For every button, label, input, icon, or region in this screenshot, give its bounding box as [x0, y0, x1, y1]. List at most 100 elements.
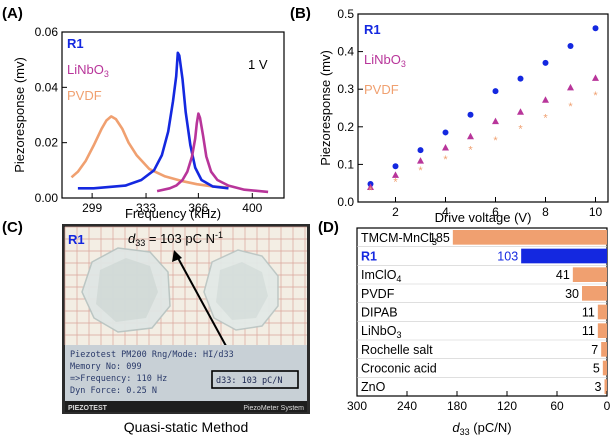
- chart-d-xtick-label: 120: [497, 399, 517, 413]
- chart-a-xtick-label: 299: [82, 201, 102, 215]
- chart-a-ytick-label: 0.00: [35, 191, 59, 205]
- chart-b-xlabel: Drive voltage (V): [435, 210, 532, 225]
- brand-right: PiezoMeter System: [243, 405, 304, 412]
- chart-b-point-linbo3: [542, 96, 549, 103]
- chart-d-category-label: Rochelle salt: [361, 343, 433, 357]
- chart-a-line-linbo3: [156, 112, 269, 194]
- chart-d-value-label: 41: [556, 268, 570, 282]
- chart-b-point-pvdf: *: [518, 124, 523, 136]
- chart-a-xtick-label: 400: [242, 201, 262, 215]
- chart-b-point-pvdf: *: [468, 144, 473, 156]
- brand-left: PIEZOTEST: [68, 405, 108, 412]
- chart-d-bar-rochelle-salt: [601, 342, 607, 357]
- crystal-r1-facet: [96, 258, 158, 322]
- annotation-arrowhead: [172, 250, 182, 262]
- chart-d-xtick-label: 180: [447, 399, 467, 413]
- chart-a: 299 333 366 400 0.00 0.02 0.04 0.06 Frequency (…: [12, 25, 285, 221]
- panel-label-c: (C): [2, 219, 23, 236]
- device-brand-strip: [65, 401, 307, 412]
- chart-a-xtick-label: 333: [136, 201, 156, 215]
- chart-d-category-label: PVDF: [361, 287, 395, 301]
- chart-b-point-r1: [392, 163, 399, 170]
- chart-b-point-linbo3: [467, 132, 474, 140]
- chart-d-category-label: R1: [361, 250, 377, 264]
- chart-d-value-label: 103: [497, 250, 518, 264]
- crystal-reference-facet: [216, 262, 268, 320]
- chart-b-point-linbo3: [367, 183, 374, 190]
- chart-a-legend-linbo3: LiNbO3: [67, 62, 109, 79]
- chart-d-value-label: 185: [429, 231, 450, 245]
- chart-d-category-label: DIPAB: [361, 306, 398, 320]
- panel-label-a: (A): [2, 5, 23, 22]
- chart-a-ytick-label: 0.06: [35, 25, 59, 39]
- chart-d-category-label: TMCM-MnCl3: [361, 231, 437, 247]
- chart-b-xtick-label: 6: [492, 205, 499, 219]
- lcd-highlight-box: [211, 370, 299, 389]
- chart-d-xlabel: d33 (pC/N): [452, 420, 511, 437]
- chart-a-line-pvdf: [70, 115, 229, 189]
- chart-b-frame: [357, 13, 609, 203]
- chart-b-ytick-label: 0.3: [337, 82, 354, 96]
- lcd-d33-readout: d33: 103 pC/N: [216, 376, 283, 386]
- chart-d-value-label: 11: [582, 306, 595, 320]
- chart-b-xtick-label: 2: [392, 205, 399, 219]
- piezometer-photo: R1 d33 = 103 pC N-1 Piezotest PM200 Rng/…: [62, 224, 310, 435]
- lcd-line-3: =>Frequency: 110 Hz: [70, 374, 167, 384]
- chart-b-point-linbo3: [492, 117, 499, 125]
- chart-a-line-r1: [77, 51, 229, 190]
- photo-annotation: d33 = 103 pC N-1: [128, 230, 223, 248]
- chart-d-category-label: ImClO4: [361, 268, 401, 284]
- chart-b-point-r1: [567, 42, 574, 49]
- chart-b-point-pvdf: *: [368, 185, 373, 197]
- chart-b-legend-r1: R1: [364, 22, 381, 37]
- chart-d-bar-imclo4: [572, 267, 607, 282]
- chart-b-xtick-label: 8: [542, 205, 549, 219]
- chart-d-bar-r1: [521, 248, 607, 264]
- chart-d-bar-tmcm-mncl3: [452, 230, 607, 245]
- chart-d-value-label: 11: [582, 324, 595, 338]
- chart-b-ytick-label: 0.5: [337, 7, 354, 21]
- photo-sample-label: R1: [68, 232, 85, 247]
- chart-b-point-r1: [492, 88, 499, 95]
- chart-d-value-label: 3: [595, 380, 602, 394]
- chart-d-bar-croconic-acid: [602, 360, 607, 376]
- chart-d-bar-zno: [604, 379, 607, 394]
- panel-label-b: (B): [290, 5, 311, 22]
- chart-d-category-label: LiNbO3: [361, 324, 401, 340]
- chart-d-category-label: ZnO: [361, 380, 386, 394]
- chart-b-point-pvdf: *: [493, 135, 498, 147]
- chart-b-xtick-label: 4: [442, 205, 449, 219]
- chart-a-ylabel: Piezoresponse (mv): [12, 57, 27, 173]
- chart-b-ylabel: Piezoresponse (mv): [318, 50, 333, 166]
- chart-a-annotation: 1 V: [248, 57, 268, 72]
- chart-b-legend-pvdf: PVDF: [364, 82, 399, 97]
- chart-b-ytick-label: 0.1: [337, 157, 354, 171]
- chart-b-point-linbo3: [417, 157, 424, 164]
- chart-b-point-pvdf: *: [568, 101, 573, 113]
- chart-b-point-linbo3: [392, 171, 399, 178]
- panel-label-d: (D): [318, 219, 339, 236]
- chart-d-xtick-label: 60: [550, 399, 564, 413]
- lcd-screen: [65, 345, 307, 401]
- chart-d-xtick-label: 0: [604, 399, 611, 413]
- chart-b-point-r1: [467, 111, 474, 118]
- chart-b-point-pvdf: *: [443, 154, 448, 166]
- chart-d-xtick-label: 240: [397, 399, 417, 413]
- chart-b-point-r1: [517, 75, 524, 82]
- chart-b-point-linbo3: [567, 83, 574, 91]
- chart-d-bar-pvdf: [582, 286, 607, 301]
- chart-a-ytick-label: 0.02: [35, 136, 59, 150]
- chart-a-xtick-label: 366: [188, 201, 208, 215]
- chart-b-legend-linbo3: LiNbO3: [364, 52, 406, 69]
- chart-b-xtick-label: 10: [589, 205, 603, 219]
- chart-b-point-r1: [592, 25, 599, 32]
- chart-b-ytick-label: 0.0: [337, 195, 354, 209]
- chart-b-ytick-label: 0.4: [337, 45, 354, 59]
- chart-d-xtick-label: 300: [347, 399, 367, 413]
- chart-b-point-r1: [442, 129, 449, 136]
- chart-b-point-r1: [542, 59, 549, 66]
- chart-d-value-label: 30: [565, 287, 579, 301]
- chart-a-legend-pvdf: PVDF: [67, 88, 102, 103]
